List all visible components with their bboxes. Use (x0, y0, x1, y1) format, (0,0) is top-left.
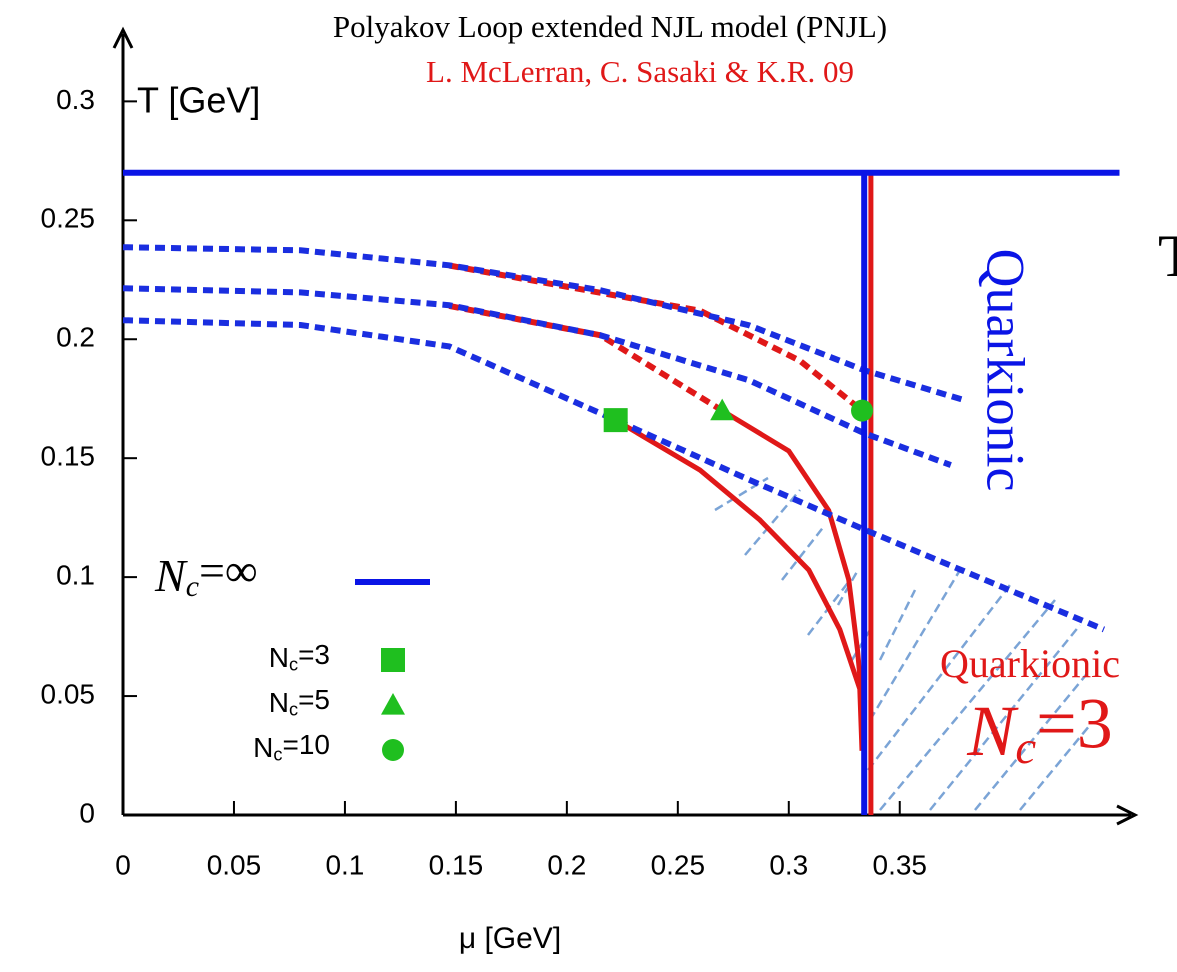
chart-subtitle: L. McLerran, C. Sasaki & K.R. 09 (426, 54, 854, 89)
curve (122, 285, 952, 468)
legend-label: Nc=5 (269, 684, 330, 719)
hatch-line (714, 476, 769, 512)
x-tick-label: 0.3 (769, 849, 808, 880)
y-tick-label: 0.1 (56, 560, 95, 591)
hatch-line (781, 524, 826, 581)
annotation: Quarkionic (940, 641, 1120, 686)
x-axis-label: μ [GeV] (459, 922, 561, 955)
annotation: T (1158, 223, 1177, 289)
y-tick-label: 0.05 (41, 678, 96, 709)
legend-marker (381, 648, 405, 672)
hatch-line (1019, 724, 1091, 811)
hatch-line (868, 569, 962, 721)
marker (603, 408, 628, 433)
x-tick-label: 0.35 (873, 849, 928, 880)
y-tick-label: 0.3 (56, 84, 95, 115)
y-axis-label: T [GeV] (137, 80, 260, 121)
legend-label: Nc=10 (253, 729, 330, 764)
x-tick-label: 0.05 (207, 849, 262, 880)
hatch-line (879, 599, 1056, 811)
curve (614, 417, 865, 751)
y-tick-label: 0.25 (41, 203, 96, 234)
chart-title: Polyakov Loop extended NJL model (PNJL) (333, 9, 887, 44)
plot-area: 0 0.05 0.1 0.15 0.2 0.25 0.3 0 0.05 0.1 0.15 0.2 0.2… (41, 26, 1139, 880)
series-line (123, 169, 1120, 815)
legend-label: Nc=3 (269, 639, 330, 674)
legend-marker (382, 739, 404, 761)
legend-marker (381, 693, 405, 715)
x-tick-label: 0.1 (325, 849, 364, 880)
hatch-line (878, 589, 917, 661)
y-tick-label: 0.15 (41, 441, 96, 472)
x-axis-arrow (1116, 804, 1139, 826)
curve (720, 408, 865, 702)
hatch-line (929, 624, 1081, 811)
x-tick-label: 0.2 (547, 849, 586, 880)
x-tick-label: 0.15 (429, 849, 484, 880)
y-axis-arrow (112, 26, 134, 49)
marker (710, 398, 735, 421)
hatch-line (744, 489, 801, 556)
x-tick-label: 0 (115, 849, 131, 880)
y-tick-label: 0 (79, 797, 95, 828)
annotation: Nc=3 (966, 683, 1112, 774)
y-tick-label: 0.2 (56, 322, 95, 353)
marker (851, 399, 874, 422)
annotation: Quarkionic (976, 249, 1036, 492)
x-tick-label: 0.25 (651, 849, 706, 880)
legend-label: Nc=∞ (154, 545, 258, 603)
curve (448, 262, 864, 413)
hatch-line (867, 584, 1011, 771)
hatch-line (974, 669, 1091, 811)
curve (122, 317, 1106, 633)
